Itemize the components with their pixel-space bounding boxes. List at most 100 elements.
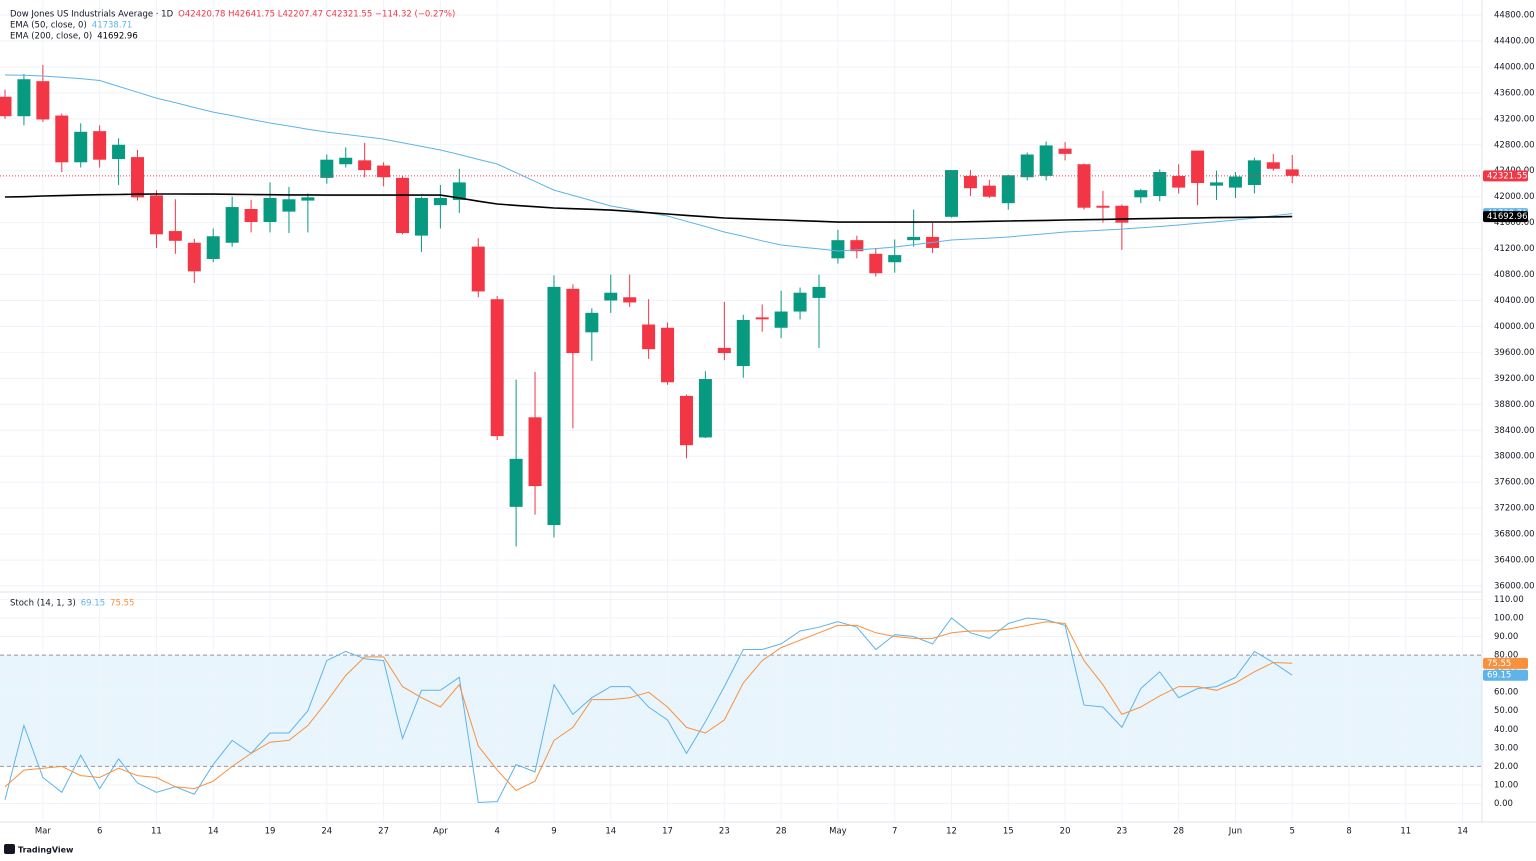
candle-body [1191,150,1205,184]
candle-body [74,131,88,163]
candle-body [112,144,126,160]
y-tick-label: 30.00 [1494,743,1518,753]
candle-body [1096,205,1110,208]
stoch-line [4,617,1293,804]
candle-body [282,199,296,212]
candle-body [1039,145,1053,176]
x-tick-label: 9 [551,827,556,837]
y-tick-label: 36400.00 [1494,556,1535,566]
legend-value: 75.55 [110,599,134,609]
y-tick-label: 42800.00 [1494,140,1535,150]
candle-body [187,242,201,272]
candle-body [736,319,750,367]
candle-body [36,81,50,120]
legend-value: 41738.71 [92,21,133,31]
candle-body [528,417,542,487]
y-tick-label: 40000.00 [1494,322,1535,332]
candle-body [1266,162,1280,169]
x-tick-label: 5 [1290,827,1295,837]
labels: 36000.00 36400.00 36800.00 37200.00 37600.00… [10,10,1535,837]
y-tick-label: 44000.00 [1494,62,1535,72]
y-tick-label: 80.00 [1494,651,1518,661]
candle-body [1115,205,1129,223]
candle-body [1228,176,1242,188]
candle-body [55,115,69,163]
x-tick-label: 14 [605,827,616,837]
x-tick-label: 28 [776,827,787,837]
candle-body [1077,164,1091,208]
legend-value: 69.15 [81,599,105,609]
y-tick-label: 39600.00 [1494,348,1535,358]
candle-body [206,236,220,259]
y-tick-label: 43200.00 [1494,114,1535,124]
candle-body [869,253,883,274]
x-tick-label: May [829,827,847,837]
candle-body [1172,175,1186,188]
footer-logo: TradingView [18,846,74,855]
candle-body [149,195,163,235]
legend-name: EMA (200, close, 0) [10,32,92,42]
candle-body [1058,148,1072,154]
candle-body [566,288,580,354]
candle-body [831,240,845,259]
candle-body [377,165,391,178]
legend-name: EMA (50, close, 0) [10,21,87,31]
candle-body [225,207,239,243]
candle-body [452,182,466,200]
y-tick-label: 10.00 [1494,780,1518,790]
candle-body [679,395,693,446]
x-tick-label: 15 [1003,827,1014,837]
x-tick-label: 23 [719,827,730,837]
stoch-line [4,621,1293,792]
x-tick-label: 14 [208,827,219,837]
chart-title: Dow Jones US Industrials Average · 1D [10,10,174,20]
y-tick-label: 42000.00 [1494,192,1535,202]
y-tick-label: 44400.00 [1494,36,1535,46]
candle-body [963,175,977,189]
candle-body [1153,172,1167,197]
candle-body [1001,175,1015,204]
candle-body [490,299,504,437]
y-tick-label: 40.00 [1494,725,1518,735]
candle-body [793,292,807,312]
candle-body [1247,160,1261,186]
price-tag-label: 42321.55 [1487,171,1528,181]
y-tick-label: 37600.00 [1494,478,1535,488]
candle-body [642,324,656,350]
y-tick-label: 36800.00 [1494,530,1535,540]
ema-line [4,193,1293,223]
candle-body [604,292,618,301]
candle-body [263,197,277,222]
y-tick-label: 40400.00 [1494,296,1535,306]
x-tick-label: 28 [1173,827,1184,837]
candle-body [1020,154,1034,178]
candle-body [339,157,353,165]
candle-body [471,246,485,292]
y-tick-label: 20.00 [1494,762,1518,772]
x-tick-label: 11 [1400,827,1411,837]
candle-body [547,286,561,526]
candle-body [17,79,31,117]
candle-body [1285,169,1299,176]
candle-body [774,311,788,328]
x-tick-label: 19 [265,827,276,837]
candle-body [1134,190,1148,198]
x-tick-label: 7 [892,827,897,837]
price-tag [1483,211,1528,223]
logo-icon [4,844,15,854]
candle-body [433,197,447,206]
x-tick-label: 27 [378,827,389,837]
candle-body [301,197,315,201]
price-tag [1483,657,1528,669]
y-tick-label: 110.00 [1494,595,1524,605]
candle-body [1210,182,1224,186]
x-tick-label: 14 [1457,827,1468,837]
candle-body [0,96,12,117]
candle-body [585,312,599,333]
x-tick-label: 11 [151,827,162,837]
x-tick-label: Jun [1228,827,1242,837]
candle-body [982,185,996,197]
candle-body [320,159,334,178]
y-tick-label: 40800.00 [1494,270,1535,280]
